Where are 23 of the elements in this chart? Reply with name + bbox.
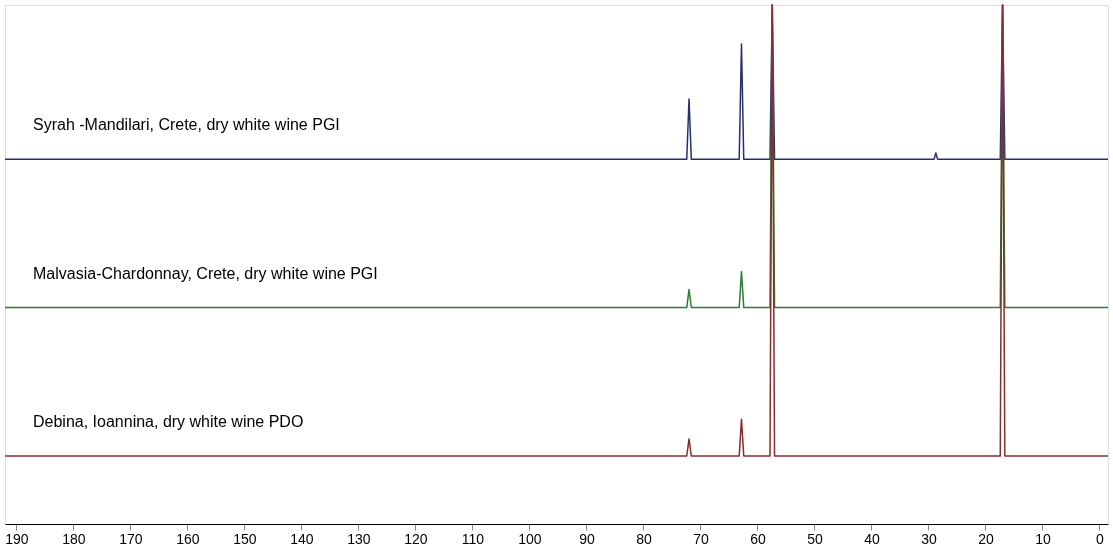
series-label: Debina, Ioannina, dry white wine PDO <box>33 413 304 431</box>
x-tick-label: 180 <box>62 530 86 547</box>
x-tick-label: 100 <box>518 530 542 547</box>
x-tick-label: 50 <box>807 530 823 547</box>
x-tick-label: 40 <box>864 530 880 547</box>
x-tick-label: 70 <box>693 530 709 547</box>
x-tick-label: 110 <box>461 530 485 547</box>
series-label: Syrah -Mandilari, Crete, dry white wine PGI <box>33 116 340 134</box>
series-label: Malvasia-Chardonnay, Crete, dry white wine PGI <box>33 264 378 282</box>
x-tick-label: 170 <box>119 530 143 547</box>
x-tick-label: 0 <box>1096 530 1105 547</box>
x-tick-label: 30 <box>921 530 937 547</box>
x-tick-label: 10 <box>1035 530 1051 547</box>
x-tick-label: 160 <box>176 530 200 547</box>
x-tick-label: 140 <box>290 530 314 547</box>
x-tick-label: 190 <box>5 530 29 547</box>
x-tick-label: 90 <box>579 530 595 547</box>
x-tick-label: 80 <box>636 530 652 547</box>
x-tick-label: 130 <box>347 530 371 547</box>
x-tick-label: 20 <box>978 530 994 547</box>
x-tick-label: 150 <box>233 530 257 547</box>
x-tick-label: 120 <box>404 530 428 547</box>
x-tick-label: 60 <box>750 530 766 547</box>
